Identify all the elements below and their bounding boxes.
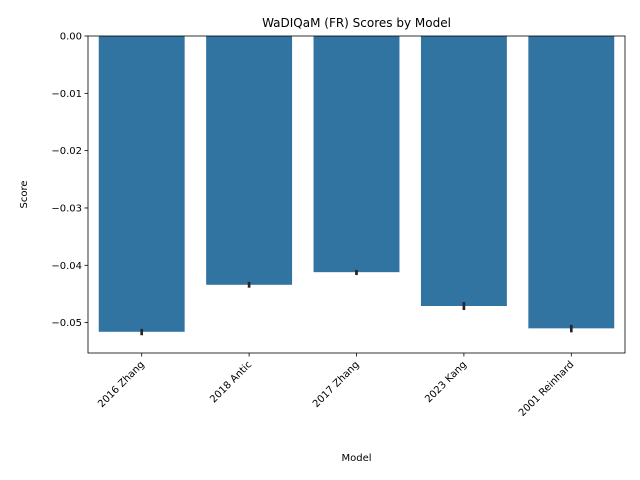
bars [98, 36, 615, 332]
y-tick-label: −0.02 [51, 146, 82, 157]
y-tick-label: −0.01 [51, 89, 82, 100]
chart-title: WaDIQaM (FR) Scores by Model [262, 16, 451, 30]
x-tick-label: 2017 Zhang [311, 359, 362, 410]
bar [420, 36, 507, 306]
bar [528, 36, 615, 329]
y-axis-title: Score [19, 180, 30, 208]
y-tick-label: −0.03 [51, 203, 82, 214]
y-tick-label: −0.04 [51, 261, 82, 272]
x-axis-title: Model [341, 453, 371, 464]
bar [313, 36, 400, 273]
y-tick-label: −0.05 [51, 318, 82, 329]
y-tick-label: 0.00 [60, 32, 82, 43]
plot-frame [87, 35, 626, 354]
x-tick-label: 2016 Zhang [96, 359, 147, 410]
bar [98, 36, 185, 332]
x-axis: 2016 Zhang 2018 Antic 2017 Zhang 2023 Kang 2… [96, 353, 576, 419]
x-tick-label: 2023 Kang [423, 359, 469, 405]
y-axis: 0.00 −0.01 −0.02 −0.03 −0.04 −0.05 [51, 32, 88, 329]
bar [206, 36, 293, 285]
x-tick-label: 2018 Antic [208, 359, 254, 405]
error-bars [140, 269, 573, 336]
x-tick-label: 2001 Reinhard [517, 359, 577, 419]
